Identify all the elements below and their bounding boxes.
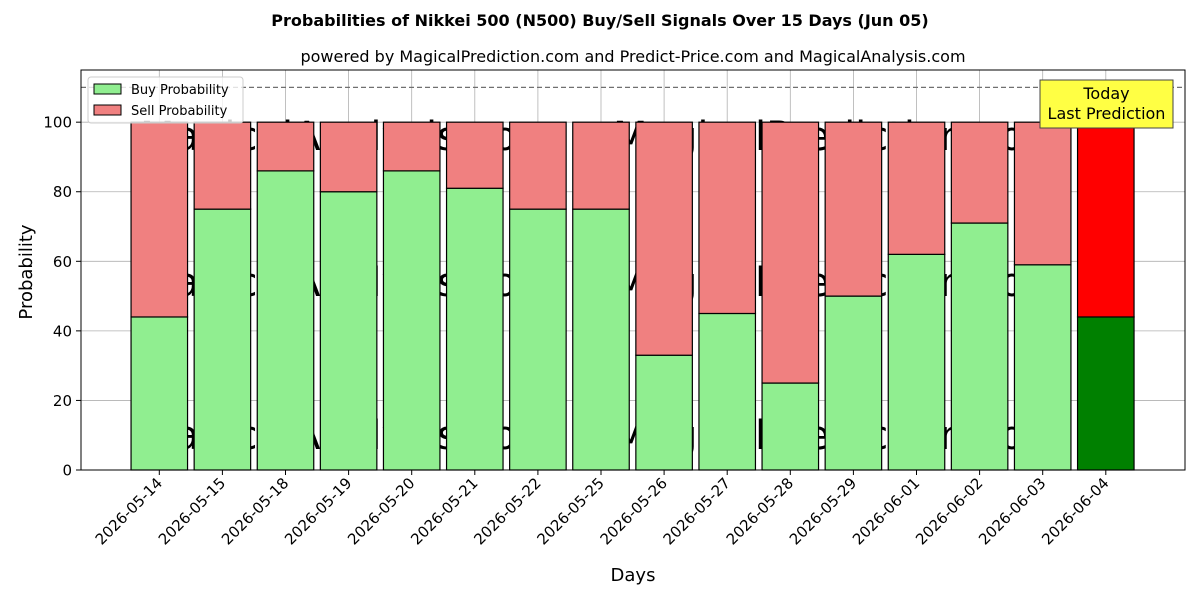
chart-subtitle: powered by MagicalPrediction.com and Pre… bbox=[300, 47, 965, 66]
buy-bar bbox=[445, 187, 504, 471]
x-tick-label: 2026-05-18 bbox=[218, 474, 292, 548]
x-tick-label: 2026-05-26 bbox=[597, 474, 671, 548]
buy-bar bbox=[193, 208, 252, 471]
buy-bar bbox=[887, 253, 946, 471]
sell-bar bbox=[950, 121, 1009, 224]
legend-swatch bbox=[93, 83, 122, 95]
x-tick-label: 2026-06-02 bbox=[912, 474, 986, 548]
x-tick-label: 2026-05-29 bbox=[786, 474, 860, 548]
sell-bar bbox=[130, 121, 189, 318]
sell-bar bbox=[1076, 121, 1135, 318]
buy-bar bbox=[824, 295, 883, 471]
y-tick-label: 80 bbox=[53, 183, 72, 201]
buy-bar bbox=[572, 208, 630, 471]
x-tick-label: 2026-05-21 bbox=[407, 474, 481, 548]
x-tick-label: 2026-05-14 bbox=[92, 474, 166, 548]
annotation-box bbox=[1039, 79, 1174, 129]
sell-bar bbox=[635, 121, 693, 356]
x-tick-label: 2026-05-22 bbox=[470, 474, 544, 548]
sell-bar bbox=[1013, 121, 1072, 266]
sell-bar bbox=[509, 121, 567, 210]
annotation-text: Today bbox=[1082, 84, 1129, 103]
x-tick-label: 2026-05-25 bbox=[533, 474, 607, 548]
buy-bar bbox=[130, 316, 189, 471]
legend-label: Buy Probability bbox=[131, 83, 229, 98]
x-tick-label: 2026-05-28 bbox=[723, 474, 797, 548]
sell-bar bbox=[887, 121, 946, 255]
sell-bar bbox=[698, 121, 757, 315]
plot-frame bbox=[80, 69, 1186, 471]
annotation-text: Last Prediction bbox=[1048, 104, 1166, 123]
legend: Buy Probability Sell Probability bbox=[87, 76, 244, 124]
bars-layer bbox=[130, 121, 1135, 471]
buy-bar bbox=[1076, 316, 1135, 471]
legend-swatch bbox=[93, 104, 122, 116]
buy-bar bbox=[761, 382, 820, 471]
sell-bar bbox=[445, 121, 504, 189]
sell-bar bbox=[824, 121, 883, 297]
sell-bar bbox=[319, 121, 378, 193]
buy-bar bbox=[1013, 264, 1072, 471]
x-tick-label: 2026-05-27 bbox=[660, 474, 734, 548]
y-tick-label: 100 bbox=[43, 114, 72, 132]
buy-bar bbox=[256, 170, 315, 471]
buy-bar bbox=[382, 170, 441, 471]
y-tick-label: 40 bbox=[53, 322, 72, 340]
buy-bar bbox=[509, 208, 567, 471]
x-axis-label: Days bbox=[611, 565, 656, 586]
legend-label: Sell Probability bbox=[131, 104, 228, 119]
x-tick-label: 2026-05-15 bbox=[155, 474, 229, 548]
x-tick-label: 2026-05-20 bbox=[344, 474, 418, 548]
buy-bar bbox=[698, 312, 757, 471]
chart-title: Probabilities of Nikkei 500 (N500) Buy/S… bbox=[271, 11, 928, 30]
y-axis-label: Probability bbox=[16, 224, 37, 319]
buy-bar bbox=[319, 191, 378, 471]
x-tick-label: 2026-06-03 bbox=[975, 474, 1049, 548]
buy-bar bbox=[635, 354, 693, 471]
buy-bar bbox=[950, 222, 1009, 471]
sell-bar bbox=[256, 121, 315, 172]
y-tick-label: 0 bbox=[62, 462, 72, 480]
y-tick-label: 60 bbox=[53, 253, 72, 271]
sell-bar bbox=[572, 121, 630, 210]
sell-bar bbox=[761, 121, 820, 384]
legend-box bbox=[87, 76, 244, 124]
sell-bar bbox=[193, 121, 252, 210]
x-tick-label: 2026-05-19 bbox=[281, 474, 355, 548]
y-tick-label: 20 bbox=[53, 392, 72, 410]
x-tick-label: 2026-06-01 bbox=[849, 474, 923, 548]
x-tick-label: 2026-06-04 bbox=[1038, 474, 1112, 548]
sell-bar bbox=[382, 121, 441, 172]
